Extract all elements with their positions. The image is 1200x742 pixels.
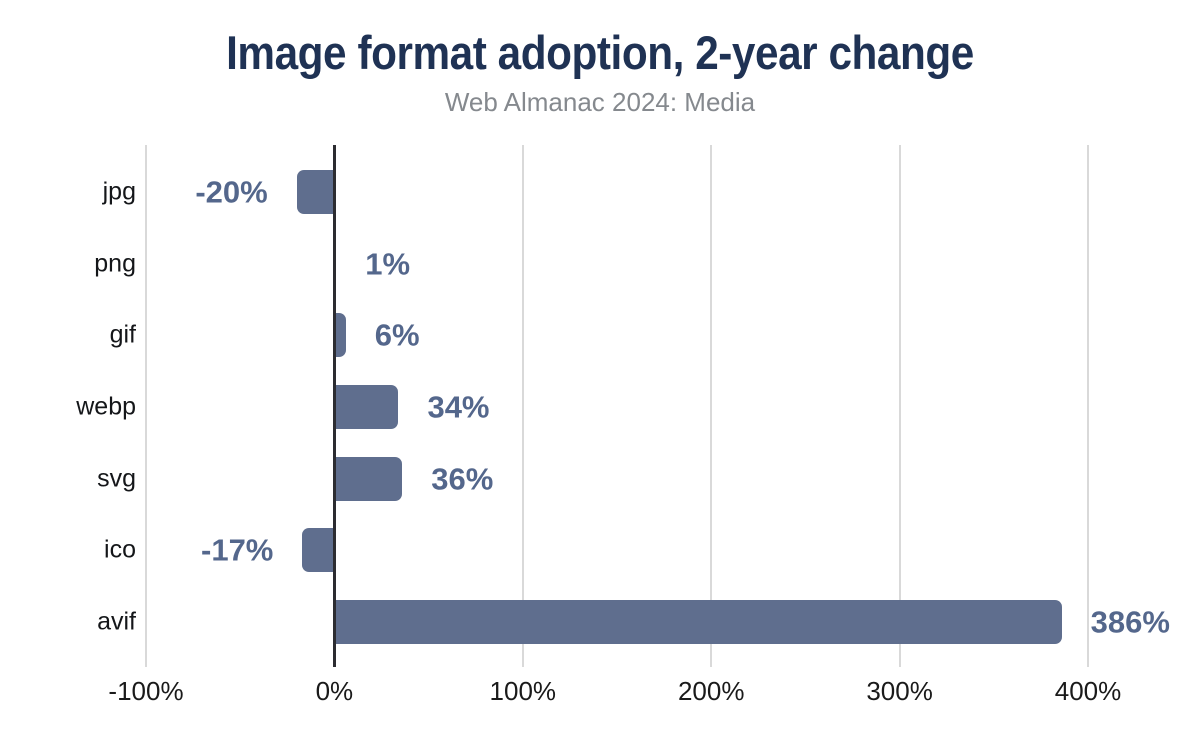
value-label-gif: 6% — [374, 317, 420, 353]
bar-ico — [302, 528, 335, 573]
x-tick-label-100pct: 100% — [489, 676, 557, 706]
value-label-png: 1% — [365, 246, 411, 282]
gridline — [1087, 145, 1089, 667]
gridline — [145, 145, 147, 667]
gridline — [898, 145, 901, 667]
value-label-jpg: -20% — [195, 174, 268, 210]
bar-webp — [334, 384, 399, 429]
category-label-webp: webp — [76, 392, 136, 421]
value-label-avif: 386% — [1090, 604, 1170, 640]
bar-svg — [334, 456, 403, 501]
zero-axis-line — [332, 145, 336, 667]
category-label-gif: gif — [109, 320, 136, 349]
category-label-ico: ico — [104, 535, 136, 564]
chart-subtitle: Web Almanac 2024: Media — [444, 87, 756, 117]
category-label-svg: svg — [97, 464, 136, 493]
x-tick-label-200pct: 200% — [677, 676, 745, 706]
bar-avif — [334, 600, 1062, 645]
chart-title: Image format adoption, 2-year change — [226, 26, 974, 79]
x-tick-label-400pct: 400% — [1054, 676, 1122, 706]
category-label-avif: avif — [97, 607, 136, 636]
gridline — [521, 145, 524, 667]
bar-jpg — [296, 169, 335, 214]
bar-gif — [334, 313, 346, 358]
value-label-svg: 36% — [431, 461, 494, 497]
x-tick-label--100pct: -100% — [108, 676, 184, 706]
category-label-jpg: jpg — [102, 177, 136, 206]
x-tick-label-0pct: 0% — [315, 676, 354, 706]
x-tick-label-300pct: 300% — [866, 676, 933, 706]
value-label-webp: 34% — [427, 389, 490, 425]
gridline — [710, 145, 713, 667]
value-label-ico: -17% — [201, 532, 274, 568]
category-label-png: png — [94, 249, 136, 278]
